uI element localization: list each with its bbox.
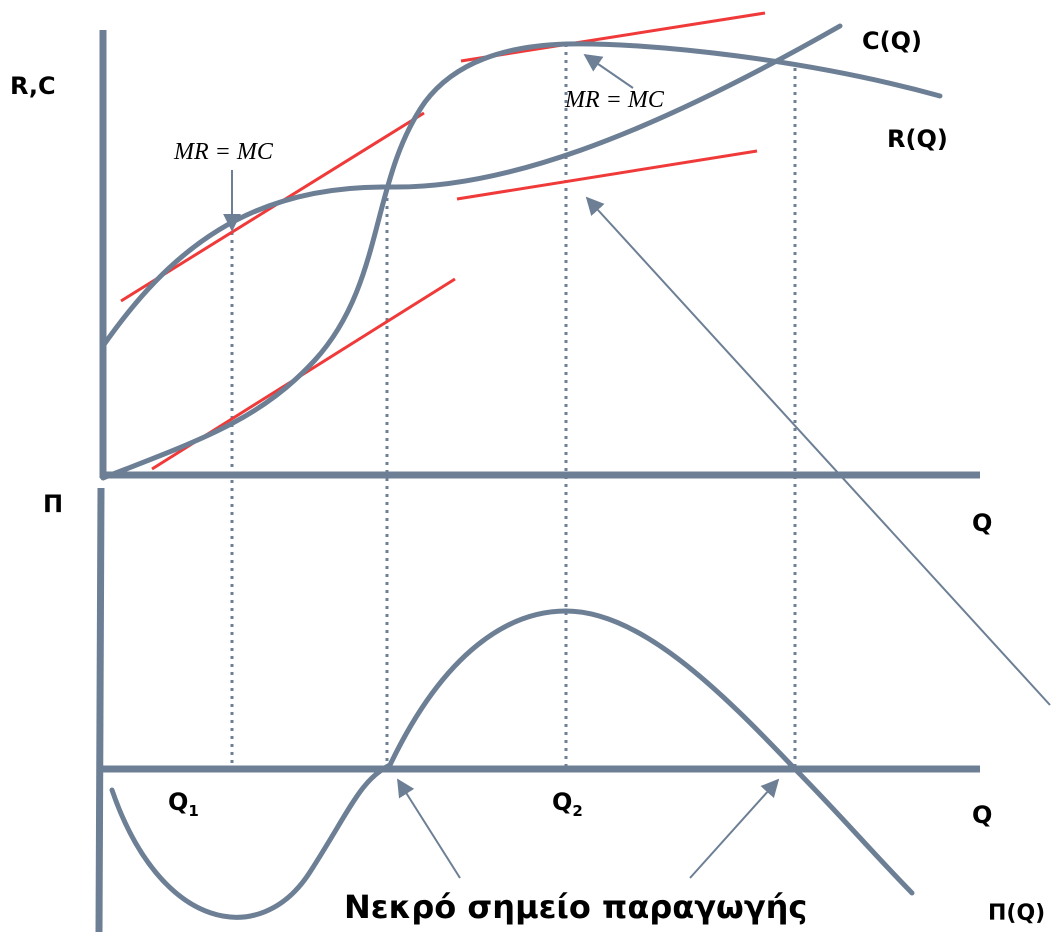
mr-mc-right-arrow bbox=[583, 53, 634, 89]
revenue-curve bbox=[100, 23, 843, 349]
break-even-arrow-right bbox=[689, 778, 780, 879]
long-pointer-arrow bbox=[585, 196, 1051, 706]
break-even-arrow-left bbox=[397, 778, 461, 879]
profit-curve-label: Π(Q) bbox=[988, 901, 1045, 926]
revenue-curve-label: R(Q) bbox=[887, 125, 948, 153]
q2-label: Q2 bbox=[552, 788, 583, 820]
q1-label: Q1 bbox=[168, 788, 199, 820]
cost-curve bbox=[100, 41, 943, 481]
mr-mc-right-label: MR = MC bbox=[564, 87, 665, 113]
pi-vertical-axis bbox=[95, 487, 105, 933]
rc-axis-label: R,C bbox=[10, 72, 56, 100]
break-even-label: Νεκρό σημείο παραγωγής bbox=[344, 888, 807, 926]
q-axis-label-bottom: Q bbox=[972, 801, 992, 829]
pi-axis-label: Π bbox=[43, 490, 63, 518]
mr-mc-left-label: MR = MC bbox=[173, 139, 274, 165]
q-axis-label-top: Q bbox=[972, 509, 992, 537]
cost-curve-label: C(Q) bbox=[862, 27, 922, 55]
cost-tangent-q2 bbox=[456, 149, 758, 201]
profit-curve bbox=[109, 608, 915, 920]
